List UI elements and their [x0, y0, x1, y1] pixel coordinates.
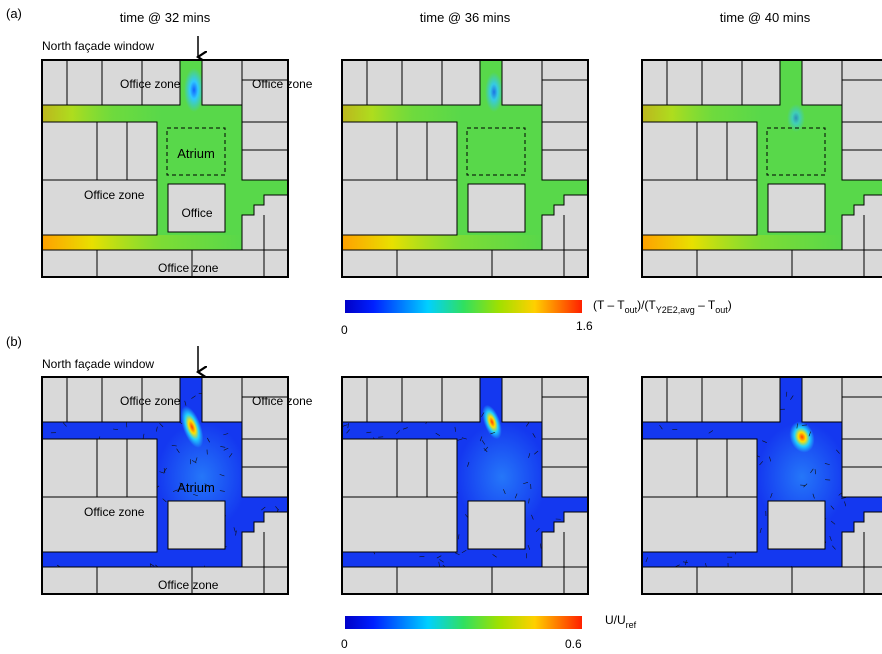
- zone-label: Office zone: [252, 77, 313, 91]
- panel-title: time @ 32 mins: [120, 10, 211, 25]
- office-room: [768, 184, 825, 232]
- subscript: Y2E2,avg: [656, 305, 695, 315]
- field-hotspot: [485, 72, 503, 112]
- label-part: U/U: [605, 613, 626, 627]
- colorbar: [345, 300, 582, 313]
- colorbar-label: U/Uref: [605, 613, 637, 630]
- label-part: )/(T: [637, 298, 656, 312]
- panel-letter: (a): [6, 6, 22, 21]
- label-part: (T – T: [593, 298, 625, 312]
- colorbar-label: (T – Tout)/(TY2E2,avg – Tout): [593, 298, 732, 315]
- colorbar-max: 0.6: [565, 637, 582, 651]
- colorbar-max: 1.6: [576, 319, 593, 333]
- zone-label: Office zone: [158, 578, 219, 592]
- atrium-label: Atrium: [177, 480, 215, 495]
- floor-plan: [42, 60, 288, 277]
- floor-plan: [339, 375, 593, 596]
- zone-label: Office zone: [120, 394, 181, 408]
- figure: (a) (b) time @ 32 mins time @ 36 mins ti…: [0, 0, 882, 654]
- window-label: North façade window: [42, 357, 154, 371]
- zone-label: Office zone: [84, 188, 145, 202]
- office-room: [768, 501, 825, 549]
- label-part: ): [728, 298, 732, 312]
- office-room: [468, 184, 525, 232]
- field-warm: [42, 105, 162, 122]
- office-room: [168, 501, 225, 549]
- label-part: – T: [695, 298, 716, 312]
- office-room: [468, 501, 525, 549]
- subscript: out: [715, 305, 728, 315]
- panel-letter: (b): [6, 334, 22, 349]
- zone-label: Office zone: [120, 77, 181, 91]
- window-label: North façade window: [42, 39, 154, 53]
- subscript: out: [625, 305, 638, 315]
- floor-plan: [642, 60, 882, 277]
- field-warm: [342, 105, 462, 122]
- office-label: Office: [181, 206, 212, 220]
- colorbar: [345, 616, 582, 629]
- field-warm: [342, 235, 542, 250]
- zone-label: Office zone: [158, 261, 219, 275]
- zone-label: Office zone: [84, 505, 145, 519]
- subscript: ref: [626, 620, 637, 630]
- field-warm: [642, 105, 762, 122]
- zone-label: Office zone: [252, 394, 313, 408]
- colorbar-min: 0: [341, 637, 348, 651]
- floor-plans: [37, 60, 882, 595]
- field-hotspot: [184, 68, 204, 112]
- field-warm: [642, 235, 842, 250]
- field-warm: [42, 235, 242, 250]
- panel-title: time @ 40 mins: [720, 10, 811, 25]
- floor-plan: [342, 60, 588, 277]
- panel-title: time @ 36 mins: [420, 10, 511, 25]
- colorbar-min: 0: [341, 323, 348, 337]
- floor-plan: [641, 377, 882, 595]
- atrium-label: Atrium: [177, 146, 215, 161]
